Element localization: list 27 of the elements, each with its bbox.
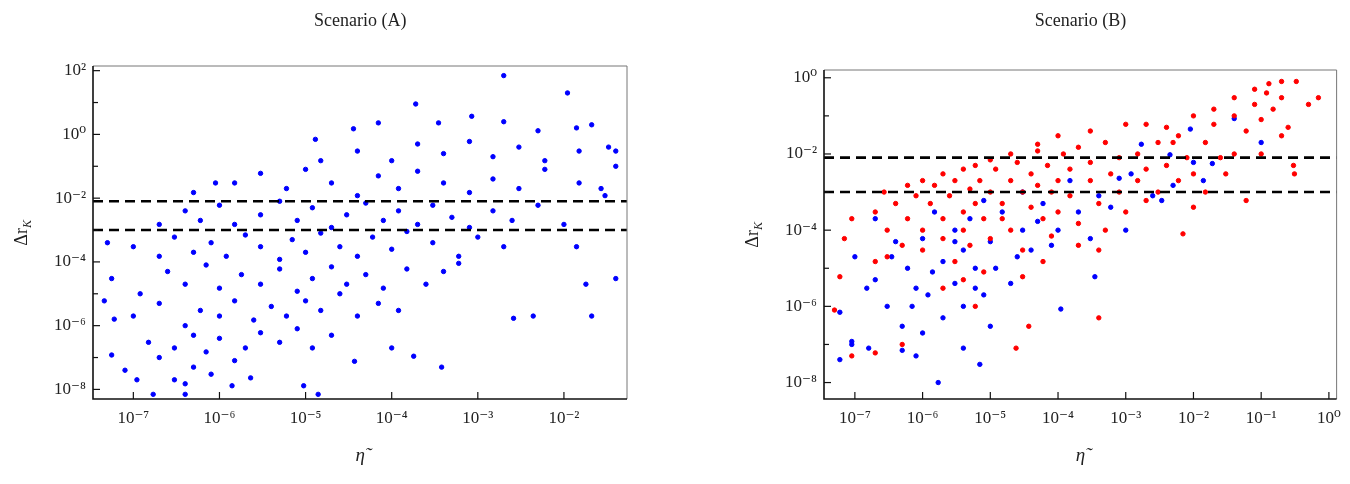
x-tick-label: 10⁻⁵ [289,407,322,427]
x-tick-label: 10⁻⁴ [1042,407,1075,427]
x-tick-label: 10⁻⁷ [838,407,871,427]
chart-title: Scenario (B) [1034,10,1127,31]
y-tick-label: 10⁻⁴ [785,219,818,239]
x-tick-label: 10⁻⁶ [203,407,236,427]
x-tick-label: 10⁻² [1177,407,1209,427]
y-tick-label: 10⁻⁴ [54,251,87,271]
y-tick-label: 10⁻⁸ [54,378,87,398]
y-tick-label: 10⁰ [793,67,818,87]
x-tick-label: 10⁻³ [1110,407,1142,427]
x-tick-label: 10⁻⁵ [974,407,1007,427]
x-tick-label: 10⁻⁶ [906,407,939,427]
chart-title: Scenario (A) [314,10,407,31]
x-tick-label: 10⁻⁷ [117,407,150,427]
y-tick-label: 10⁻⁶ [54,315,87,335]
y-tick-label: 10⁻² [785,143,817,163]
x-tick-label: 10⁰ [1316,407,1341,427]
y-tick-label: 10⁻² [54,187,86,207]
y-tick-label: 10⁻⁶ [785,295,818,315]
x-tick-label: 10⁻³ [462,407,494,427]
x-tick-label: 10⁻¹ [1245,407,1277,427]
x-tick-label: 10⁻⁴ [375,407,408,427]
x-tick-label: 10⁻² [548,407,580,427]
y-tick-label: 10² [63,60,86,80]
y-tick-label: 10⁻⁸ [785,372,818,392]
y-tick-label: 10⁰ [62,123,87,143]
